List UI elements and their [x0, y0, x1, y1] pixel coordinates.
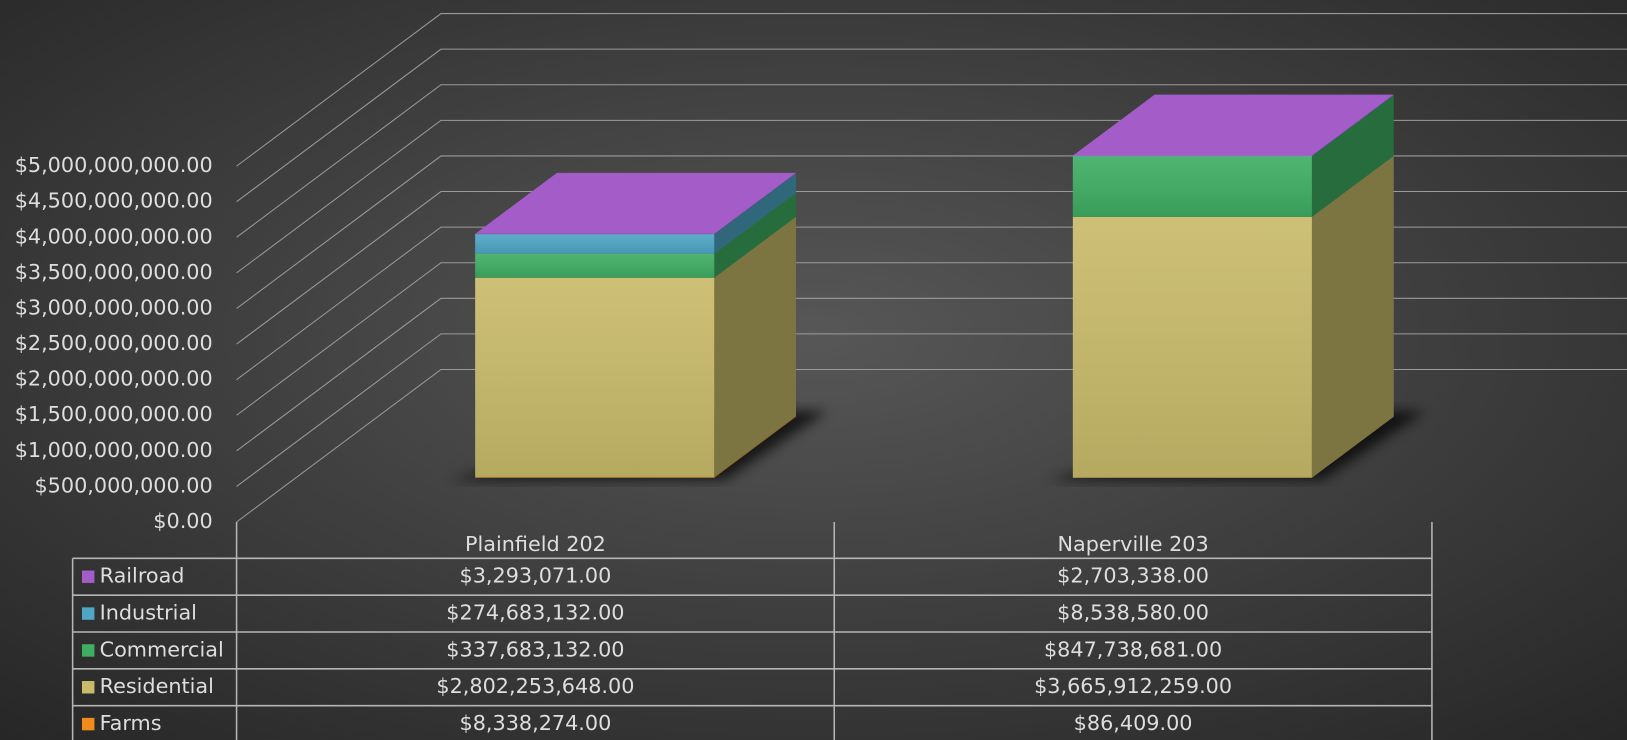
- y-tick-label: $500,000,000.00: [34, 473, 212, 497]
- bar-side-shade: [1311, 95, 1394, 217]
- bar-side: [714, 192, 796, 278]
- x-tick-label: Plainfield 202: [465, 532, 606, 556]
- legend-swatch: [81, 570, 95, 583]
- bar-side-shade: [1311, 94, 1394, 156]
- y-tick-label: $3,500,000,000.00: [15, 260, 213, 284]
- data-label: $847,738,681.00: [1044, 637, 1222, 661]
- bar-segment-shade: [475, 253, 715, 278]
- bar-side-shade: [714, 216, 796, 478]
- legend-label: Residential: [100, 674, 214, 698]
- legend-swatch: [81, 681, 95, 694]
- y-tick-label: $1,500,000,000.00: [15, 402, 213, 426]
- bar-side-shade: [714, 416, 796, 478]
- bar-side: [1311, 416, 1394, 478]
- data-label: $8,538,580.00: [1057, 601, 1209, 625]
- data-label: $86,409.00: [1074, 711, 1193, 735]
- bar-segment-shade: [1072, 155, 1312, 157]
- bar-side-shade: [1311, 416, 1394, 478]
- y-tick-label: $4,500,000,000.00: [15, 189, 213, 213]
- data-label: $8,338,274.00: [460, 711, 612, 735]
- bar-side-shade: [714, 172, 796, 235]
- grid-line: [236, 13, 1627, 167]
- bar-side-shade: [714, 192, 796, 278]
- bar-segment-shade: [1072, 216, 1312, 478]
- legend-swatch: [81, 717, 95, 731]
- bar-side: [1311, 155, 1394, 478]
- bar-segment-shade: [475, 277, 715, 478]
- legend-label: Farms: [100, 711, 162, 735]
- grid-line: [236, 48, 1627, 203]
- legend-label: Industrial: [100, 601, 197, 625]
- y-tick-label: $1,000,000,000.00: [15, 438, 213, 462]
- data-label: $2,703,338.00: [1057, 564, 1209, 588]
- bar-segment-shade: [1072, 156, 1312, 217]
- y-tick-label: $3,000,000,000.00: [15, 295, 213, 319]
- bar-side: [1311, 95, 1394, 217]
- x-tick-label: Naperville 203: [1057, 532, 1208, 556]
- y-tick-label: $2,500,000,000.00: [15, 331, 213, 355]
- bar-side: [714, 416, 796, 478]
- bar-top: [475, 172, 796, 234]
- bar-segment-shade: [475, 234, 715, 254]
- bar-side-shade: [1311, 94, 1394, 157]
- y-tick-label: $5,000,000,000.00: [15, 153, 213, 177]
- bar-side: [1311, 94, 1394, 156]
- bar-side-shade: [714, 173, 796, 254]
- legend-swatch: [81, 607, 95, 620]
- legend-label: Railroad: [100, 564, 185, 588]
- legend-swatch: [81, 644, 95, 657]
- data-label: $3,293,071.00: [460, 564, 612, 588]
- y-tick-label: $2,000,000,000.00: [15, 367, 213, 391]
- bar-top: [1072, 94, 1394, 156]
- data-label: $3,665,912,259.00: [1034, 674, 1232, 698]
- data-label: $274,683,132.00: [446, 601, 624, 625]
- bar-segment-shade: [475, 477, 715, 478]
- bar-side: [714, 172, 796, 235]
- bar-side: [714, 216, 796, 478]
- y-tick-label: $0.00: [153, 509, 212, 533]
- bar-side-shade: [1311, 155, 1394, 478]
- grid-line: [236, 84, 1627, 238]
- bar-side: [714, 173, 796, 254]
- y-tick-label: $4,000,000,000.00: [15, 224, 213, 248]
- legend-label: Commercial: [100, 637, 224, 661]
- bar-side: [1311, 94, 1394, 157]
- data-label: $337,683,132.00: [446, 637, 624, 661]
- data-label: $2,802,253,648.00: [436, 674, 634, 698]
